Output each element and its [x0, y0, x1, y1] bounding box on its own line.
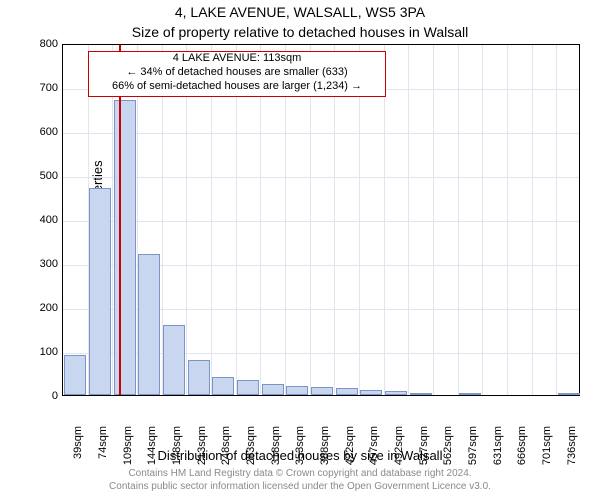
histogram-bar	[64, 355, 86, 395]
grid-line-vertical	[408, 45, 409, 395]
histogram-bar	[114, 100, 136, 395]
grid-line-vertical	[260, 45, 261, 395]
grid-line-vertical	[556, 45, 557, 395]
x-tick-label: 283sqm	[245, 426, 257, 476]
grid-line-vertical	[211, 45, 212, 395]
chart-page: { "title_line1": "4, LAKE AVENUE, WALSAL…	[0, 0, 600, 500]
grid-line-vertical	[433, 45, 434, 395]
histogram-bar	[188, 360, 210, 395]
histogram-bar	[385, 391, 407, 395]
x-tick-label: 457sqm	[368, 426, 380, 476]
grid-line-vertical	[359, 45, 360, 395]
annotation-box: 4 LAKE AVENUE: 113sqm ← 34% of detached …	[88, 51, 386, 97]
histogram-bar	[360, 390, 382, 395]
histogram-bar	[163, 325, 185, 395]
y-tick-label: 800	[28, 38, 58, 50]
grid-line-vertical	[384, 45, 385, 395]
histogram-bar	[237, 380, 259, 395]
x-tick-label: 422sqm	[344, 426, 356, 476]
histogram-bar	[336, 388, 358, 395]
x-tick-label: 74sqm	[97, 426, 109, 476]
grid-line-vertical	[507, 45, 508, 395]
chart-title-line1: 4, LAKE AVENUE, WALSALL, WS5 3PA	[0, 4, 600, 20]
x-tick-label: 492sqm	[393, 426, 405, 476]
chart-title-line2: Size of property relative to detached ho…	[0, 24, 600, 40]
histogram-bar	[89, 188, 111, 395]
x-tick-label: 736sqm	[566, 426, 578, 476]
x-tick-label: 388sqm	[319, 426, 331, 476]
histogram-bar	[558, 393, 580, 395]
subject-marker-line	[119, 45, 121, 395]
y-tick-label: 600	[28, 126, 58, 138]
grid-line-horizontal	[63, 177, 579, 178]
x-tick-label: 318sqm	[270, 426, 282, 476]
x-tick-label: 109sqm	[122, 426, 134, 476]
x-tick-label: 631sqm	[492, 426, 504, 476]
histogram-bar	[212, 377, 234, 395]
histogram-bar	[286, 386, 308, 395]
x-tick-label: 248sqm	[220, 426, 232, 476]
x-tick-label: 666sqm	[516, 426, 528, 476]
x-tick-label: 144sqm	[146, 426, 158, 476]
grid-line-horizontal	[63, 221, 579, 222]
grid-line-vertical	[236, 45, 237, 395]
y-tick-label: 200	[28, 302, 58, 314]
grid-line-vertical	[310, 45, 311, 395]
x-tick-label: 39sqm	[72, 426, 84, 476]
y-tick-label: 0	[28, 390, 58, 402]
grid-line-vertical	[186, 45, 187, 395]
grid-line-vertical	[285, 45, 286, 395]
y-tick-label: 400	[28, 214, 58, 226]
grid-line-vertical	[458, 45, 459, 395]
x-tick-label: 213sqm	[196, 426, 208, 476]
y-tick-label: 700	[28, 82, 58, 94]
histogram-bar	[459, 393, 481, 395]
x-tick-label: 597sqm	[467, 426, 479, 476]
histogram-bar	[262, 384, 284, 395]
y-tick-label: 500	[28, 170, 58, 182]
grid-line-vertical	[334, 45, 335, 395]
x-tick-label: 527sqm	[418, 426, 430, 476]
histogram-bar	[410, 393, 432, 395]
x-tick-label: 701sqm	[541, 426, 553, 476]
y-tick-label: 300	[28, 258, 58, 270]
x-tick-label: 353sqm	[294, 426, 306, 476]
x-tick-label: 178sqm	[171, 426, 183, 476]
histogram-bar	[138, 254, 160, 395]
x-tick-label: 562sqm	[442, 426, 454, 476]
grid-line-vertical	[532, 45, 533, 395]
y-tick-label: 100	[28, 346, 58, 358]
grid-line-vertical	[482, 45, 483, 395]
histogram-bar	[311, 387, 333, 395]
grid-line-horizontal	[63, 133, 579, 134]
